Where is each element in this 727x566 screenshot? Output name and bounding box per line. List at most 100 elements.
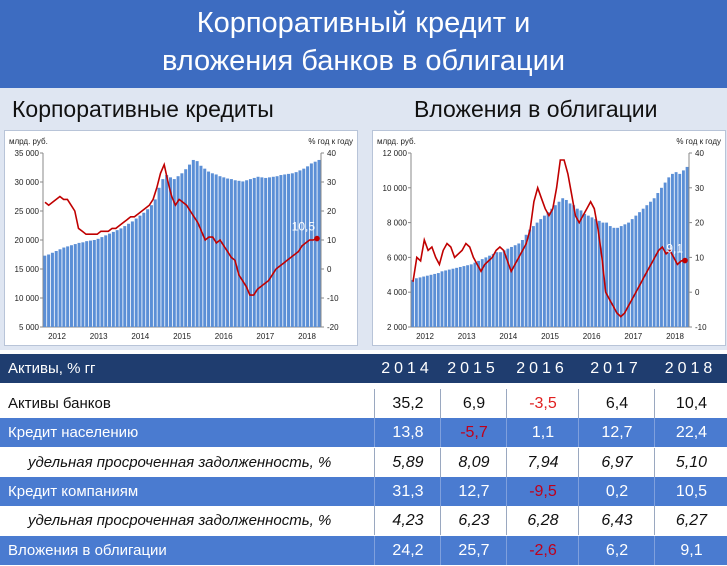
corp-bar: [96, 238, 100, 327]
corp-ytick-left: 20 000: [15, 236, 40, 245]
table-row-cell: 31,3: [374, 476, 441, 506]
corp-xtick: 2015: [173, 332, 191, 341]
corp-bar: [256, 176, 260, 327]
table-row-cell: 5,10: [654, 447, 727, 477]
bond-bar: [480, 259, 484, 327]
corp-bar: [199, 165, 203, 327]
corp-bar: [203, 168, 207, 327]
corp-ytick-left: 5 000: [19, 323, 40, 332]
bond-bar: [418, 277, 422, 327]
bond-bar: [502, 250, 506, 327]
corp-bar: [130, 221, 134, 327]
corp-bar: [210, 173, 214, 327]
bond-xtick: 2013: [458, 332, 476, 341]
table-row-cell: 35,2: [374, 389, 441, 418]
bond-bar: [674, 172, 678, 327]
corp-xtick: 2017: [256, 332, 274, 341]
bond-bar: [451, 268, 455, 327]
bond-ytick-left: 12 000: [383, 149, 408, 158]
table-row-cell: 10,4: [654, 389, 727, 418]
bond-ytick-right: 30: [695, 184, 704, 193]
corp-bar: [168, 177, 172, 327]
bond-bar: [422, 276, 426, 327]
corp-ytick-left: 30 000: [15, 178, 40, 187]
bond-bar: [429, 274, 433, 327]
chart-corporate-loans: млрд. руб. % год к году 35 000 30 000 25 000…: [4, 130, 358, 346]
corp-xtick: 2014: [131, 332, 149, 341]
bond-bar: [627, 222, 630, 327]
table-row: удельная просроченная задолженность, % 4,…: [0, 506, 727, 536]
corp-bar: [62, 247, 66, 327]
table-header-row-cell: 2014: [381, 360, 433, 377]
bond-xtick: 2017: [624, 332, 642, 341]
bond-bar: [444, 270, 448, 327]
bond-bar: [458, 266, 462, 327]
corp-ytick-right: 0: [327, 265, 332, 274]
corp-bar: [180, 173, 184, 327]
bond-ytick-left: 8 000: [387, 219, 408, 228]
bond-bar: [521, 240, 524, 327]
table-row-cell: -2,6: [506, 535, 579, 565]
table-row-label: удельная просроченная задолженность, %: [28, 512, 332, 530]
bond-bar: [594, 219, 598, 327]
bond-bar: [656, 193, 660, 327]
bond-last-point: [682, 257, 688, 264]
corp-bar: [290, 173, 294, 327]
corp-bar: [134, 218, 138, 327]
bond-xtick: 2015: [541, 332, 559, 341]
corp-bar: [207, 171, 211, 327]
bond-bar: [630, 219, 634, 327]
table-row-cell: 6,23: [440, 506, 507, 536]
corp-bar: [184, 169, 188, 327]
bond-bar: [473, 262, 477, 327]
table-row-cell: 0,2: [578, 476, 655, 506]
bond-bar: [550, 208, 554, 327]
table-row-cell: 6,2: [578, 535, 655, 565]
corp-bar: [188, 164, 192, 327]
corp-bar: [161, 179, 165, 327]
bond-bar: [586, 215, 590, 327]
corp-bar: [271, 176, 275, 327]
corp-bar: [123, 226, 127, 327]
bond-bar: [652, 198, 656, 327]
corp-bar: [153, 199, 157, 327]
page-title-line1: Корпоративный кредит и: [196, 7, 531, 39]
corp-bar: [245, 180, 249, 327]
bond-bar: [510, 246, 513, 327]
bond-bar: [568, 203, 572, 327]
bond-bar: [524, 234, 528, 327]
corp-bar: [302, 168, 306, 327]
bond-bar: [542, 215, 546, 327]
table-row-cell: 6,43: [578, 506, 655, 536]
bond-bar: [623, 224, 627, 327]
bond-bar: [605, 222, 609, 327]
bond-bar: [506, 248, 510, 327]
table-row-cell: 8,09: [440, 447, 507, 477]
bond-bar: [469, 264, 473, 327]
table-row-label: Активы банков: [8, 395, 111, 412]
bond-left-unit: млрд. руб.: [377, 137, 416, 146]
bond-ytick-left: 4 000: [387, 288, 408, 297]
corp-bar: [191, 159, 195, 327]
corp-right-unit: % год к году: [308, 137, 353, 146]
bond-bar: [583, 213, 587, 327]
bond-ytick-right: 20: [695, 219, 704, 228]
bond-bar: [601, 222, 605, 327]
bond-bar: [616, 227, 619, 327]
table-row: Вложения в облигации 24,2 25,7 -2,6 6,2 9,1: [0, 535, 727, 565]
table-row-label: удельная просроченная задолженность, %: [28, 453, 332, 471]
table-row: Кредит компаниям 31,3 12,7 -9,5 0,2 10,5: [0, 476, 727, 506]
bond-last-label: 9,1: [666, 242, 683, 256]
table-row-cell: 12,7: [440, 476, 507, 506]
bond-bar: [645, 205, 649, 327]
bond-xtick: 2018: [666, 332, 684, 341]
corp-bar: [138, 215, 142, 327]
table-header-row-cell: 2018: [664, 360, 717, 377]
bond-bar: [671, 173, 674, 327]
bond-bar: [425, 275, 429, 327]
corp-bar: [100, 237, 104, 327]
bond-bar: [484, 257, 488, 327]
corp-bar: [309, 163, 313, 327]
corp-bar: [66, 246, 70, 327]
bond-xtick: 2014: [499, 332, 517, 341]
